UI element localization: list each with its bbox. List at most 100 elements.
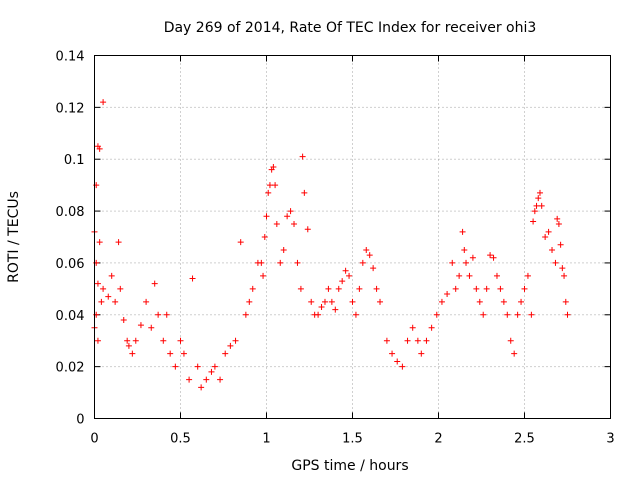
data-point-marker xyxy=(514,311,521,318)
data-point-marker xyxy=(186,376,193,383)
data-point-marker xyxy=(211,363,218,370)
data-point-marker xyxy=(524,272,531,279)
data-point-marker xyxy=(96,239,103,246)
data-point-marker xyxy=(545,228,552,235)
data-point-marker xyxy=(124,337,131,344)
data-point-marker xyxy=(504,311,511,318)
data-point-marker xyxy=(399,363,406,370)
data-point-marker xyxy=(265,189,272,196)
data-point-marker xyxy=(172,363,179,370)
data-point-marker xyxy=(261,234,268,240)
data-point-marker xyxy=(270,163,277,170)
data-point-marker xyxy=(349,298,356,305)
data-point-marker xyxy=(339,278,346,285)
data-point-marker xyxy=(414,337,421,344)
data-point-marker xyxy=(180,350,187,357)
data-point-marker xyxy=(557,241,564,248)
data-point-marker xyxy=(359,259,366,266)
data-point-marker xyxy=(335,285,342,292)
data-point-marker xyxy=(263,213,270,220)
data-point-marker xyxy=(318,304,325,311)
data-point-marker xyxy=(535,195,542,202)
y-tick-label: 0.12 xyxy=(56,101,85,116)
data-point-marker xyxy=(132,337,139,344)
y-axis-label: ROTI / TECUs xyxy=(6,191,22,283)
data-point-marker xyxy=(304,226,311,233)
data-point-marker xyxy=(129,350,136,357)
data-point-marker xyxy=(483,285,490,292)
grid-lines xyxy=(94,55,611,419)
y-tick-labels: 0 0.02 0.04 0.06 0.08 0.1 0.12 0.14 xyxy=(56,50,85,428)
data-point-marker xyxy=(559,265,566,272)
data-point-marker xyxy=(500,298,507,305)
data-point-marker xyxy=(96,145,103,152)
data-point-marker xyxy=(389,350,396,357)
data-point-marker xyxy=(476,298,483,305)
data-point-marker xyxy=(394,358,401,365)
x-tick-label: 1.5 xyxy=(342,432,363,447)
data-point-marker xyxy=(459,228,466,235)
data-point-marker xyxy=(346,272,353,279)
data-point-marker xyxy=(536,189,543,196)
data-point-marker xyxy=(232,337,239,344)
data-point-marker xyxy=(542,234,549,240)
data-point-marker xyxy=(100,285,107,292)
data-point-marker xyxy=(438,298,445,305)
data-point-marker xyxy=(538,202,545,209)
data-point-marker xyxy=(94,337,101,344)
y-tick-label: 0.02 xyxy=(56,361,85,376)
data-point-marker xyxy=(194,363,201,370)
data-point-marker xyxy=(160,337,167,344)
data-point-marker xyxy=(473,285,480,292)
data-point-marker xyxy=(554,215,561,222)
data-point-marker xyxy=(490,254,497,261)
data-point-marker xyxy=(284,213,291,220)
data-point-marker xyxy=(428,324,435,331)
data-point-marker xyxy=(552,259,559,266)
x-tick-labels: 0 0.5 1 1.5 2 2.5 3 xyxy=(90,432,614,447)
data-point-marker xyxy=(203,376,210,383)
data-point-marker xyxy=(452,285,459,292)
data-point-marker xyxy=(258,259,265,266)
chart-title: Day 269 of 2014, Rate Of TEC Index for r… xyxy=(164,20,537,36)
data-point-marker xyxy=(321,298,328,305)
data-point-marker xyxy=(342,267,349,274)
y-tick-label: 0 xyxy=(76,413,84,428)
data-point-marker xyxy=(461,246,468,253)
data-point-marker xyxy=(277,259,284,266)
data-point-marker xyxy=(237,239,244,246)
data-point-marker xyxy=(117,285,124,292)
data-point-marker xyxy=(120,316,127,323)
data-point-marker xyxy=(497,285,504,292)
data-point-marker xyxy=(108,272,115,279)
data-point-marker xyxy=(222,350,229,357)
data-point-marker xyxy=(315,311,322,318)
data-point-marker xyxy=(493,272,500,279)
data-point-marker xyxy=(98,298,105,305)
data-point-marker xyxy=(272,182,279,189)
data-point-marker xyxy=(273,221,280,228)
data-point-marker xyxy=(418,350,425,357)
x-tick-label: 0.5 xyxy=(170,432,191,447)
y-tick-label: 0.04 xyxy=(56,309,85,324)
data-point-marker xyxy=(518,298,525,305)
data-point-marker xyxy=(308,298,315,305)
data-point-marker xyxy=(299,153,306,160)
data-point-marker xyxy=(266,182,273,189)
data-point-marker xyxy=(530,218,537,225)
data-point-marker xyxy=(189,275,196,282)
data-point-marker xyxy=(423,337,430,344)
data-points xyxy=(91,99,571,391)
data-point-marker xyxy=(227,342,234,349)
x-tick-label: 3 xyxy=(606,432,614,447)
data-point-marker xyxy=(260,272,267,279)
data-point-marker xyxy=(125,342,132,349)
data-point-marker xyxy=(404,337,411,344)
data-point-marker xyxy=(301,189,308,196)
data-point-marker xyxy=(143,298,150,305)
data-point-marker xyxy=(198,384,205,391)
y-tick-label: 0.06 xyxy=(56,257,85,272)
data-point-marker xyxy=(328,298,335,305)
y-tick-label: 0.1 xyxy=(64,153,85,168)
data-point-marker xyxy=(528,311,535,318)
